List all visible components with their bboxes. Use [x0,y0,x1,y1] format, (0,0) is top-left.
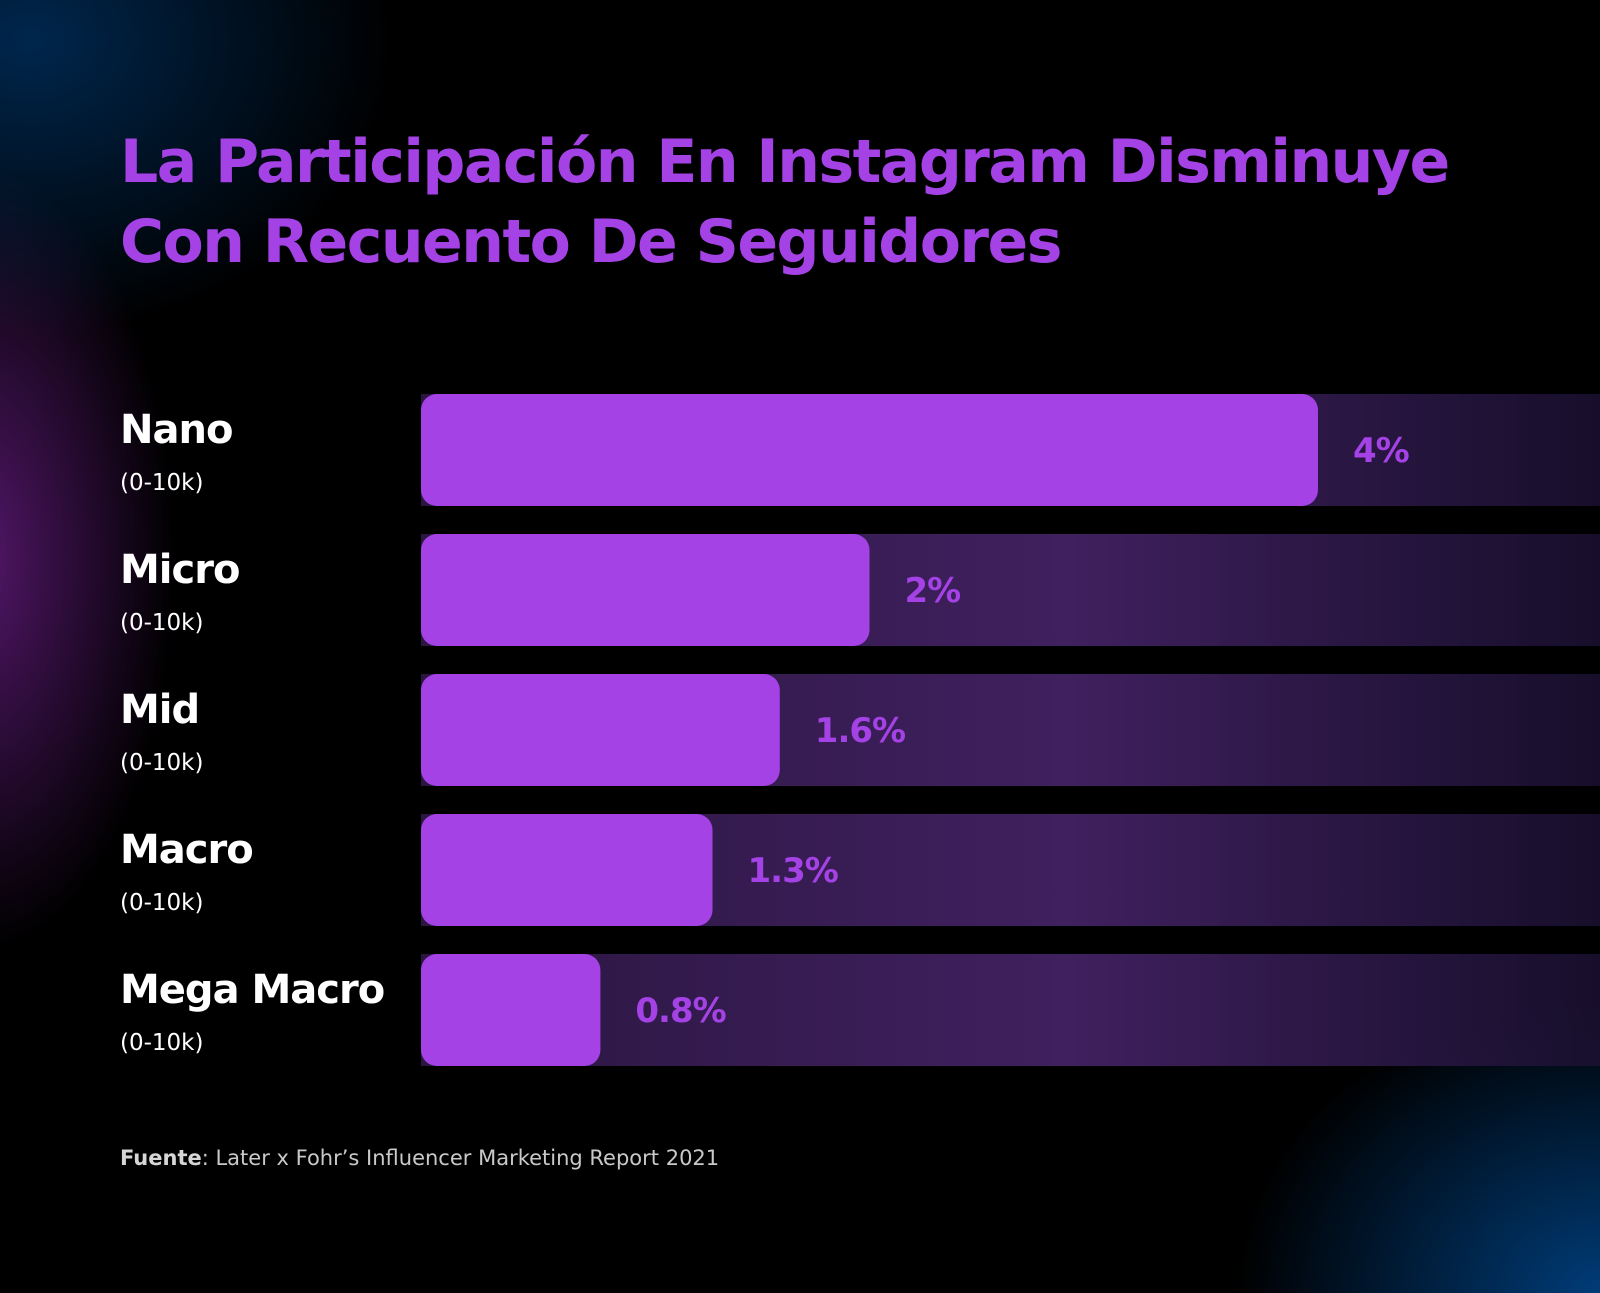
source-label: Fuente [120,1146,202,1170]
category-label: Macro [120,827,253,873]
value-label: 2% [905,571,961,611]
bar [421,674,780,786]
category-label: Nano [120,407,232,453]
category-range-label: (0-10k) [120,890,203,916]
category-range-label: (0-10k) [120,750,203,776]
value-label: 0.8% [635,991,725,1031]
bar [421,394,1318,506]
category-label: Mid [120,687,199,733]
chart-title: La Participación En Instagram Disminuye … [120,122,1520,282]
category-range-label: (0-10k) [120,1030,203,1056]
chart-title-line-1: La Participación En Instagram Disminuye [120,127,1450,197]
bar [421,954,601,1066]
bar [421,814,713,926]
category-range-label: (0-10k) [120,610,203,636]
value-label: 1.6% [815,711,905,751]
category-label: Mega Macro [120,967,384,1013]
chart-rows: Nano (0-10k) 4% Micro (0-10k) 2% Mid (0-10k) 1.6… [120,394,1600,1066]
category-range-label: (0-10k) [120,470,203,496]
category-label: Micro [120,547,239,593]
value-label: 1.3% [748,851,838,891]
bar-track [421,954,1600,1066]
source-note: Fuente: Later x Fohr’s Influencer Market… [120,1146,719,1170]
value-label: 4% [1353,431,1409,471]
source-text: : Later x Fohr’s Influencer Marketing Re… [201,1146,720,1170]
chart-title-line-2: Con Recuento De Seguidores [120,207,1062,277]
bar [421,534,870,646]
